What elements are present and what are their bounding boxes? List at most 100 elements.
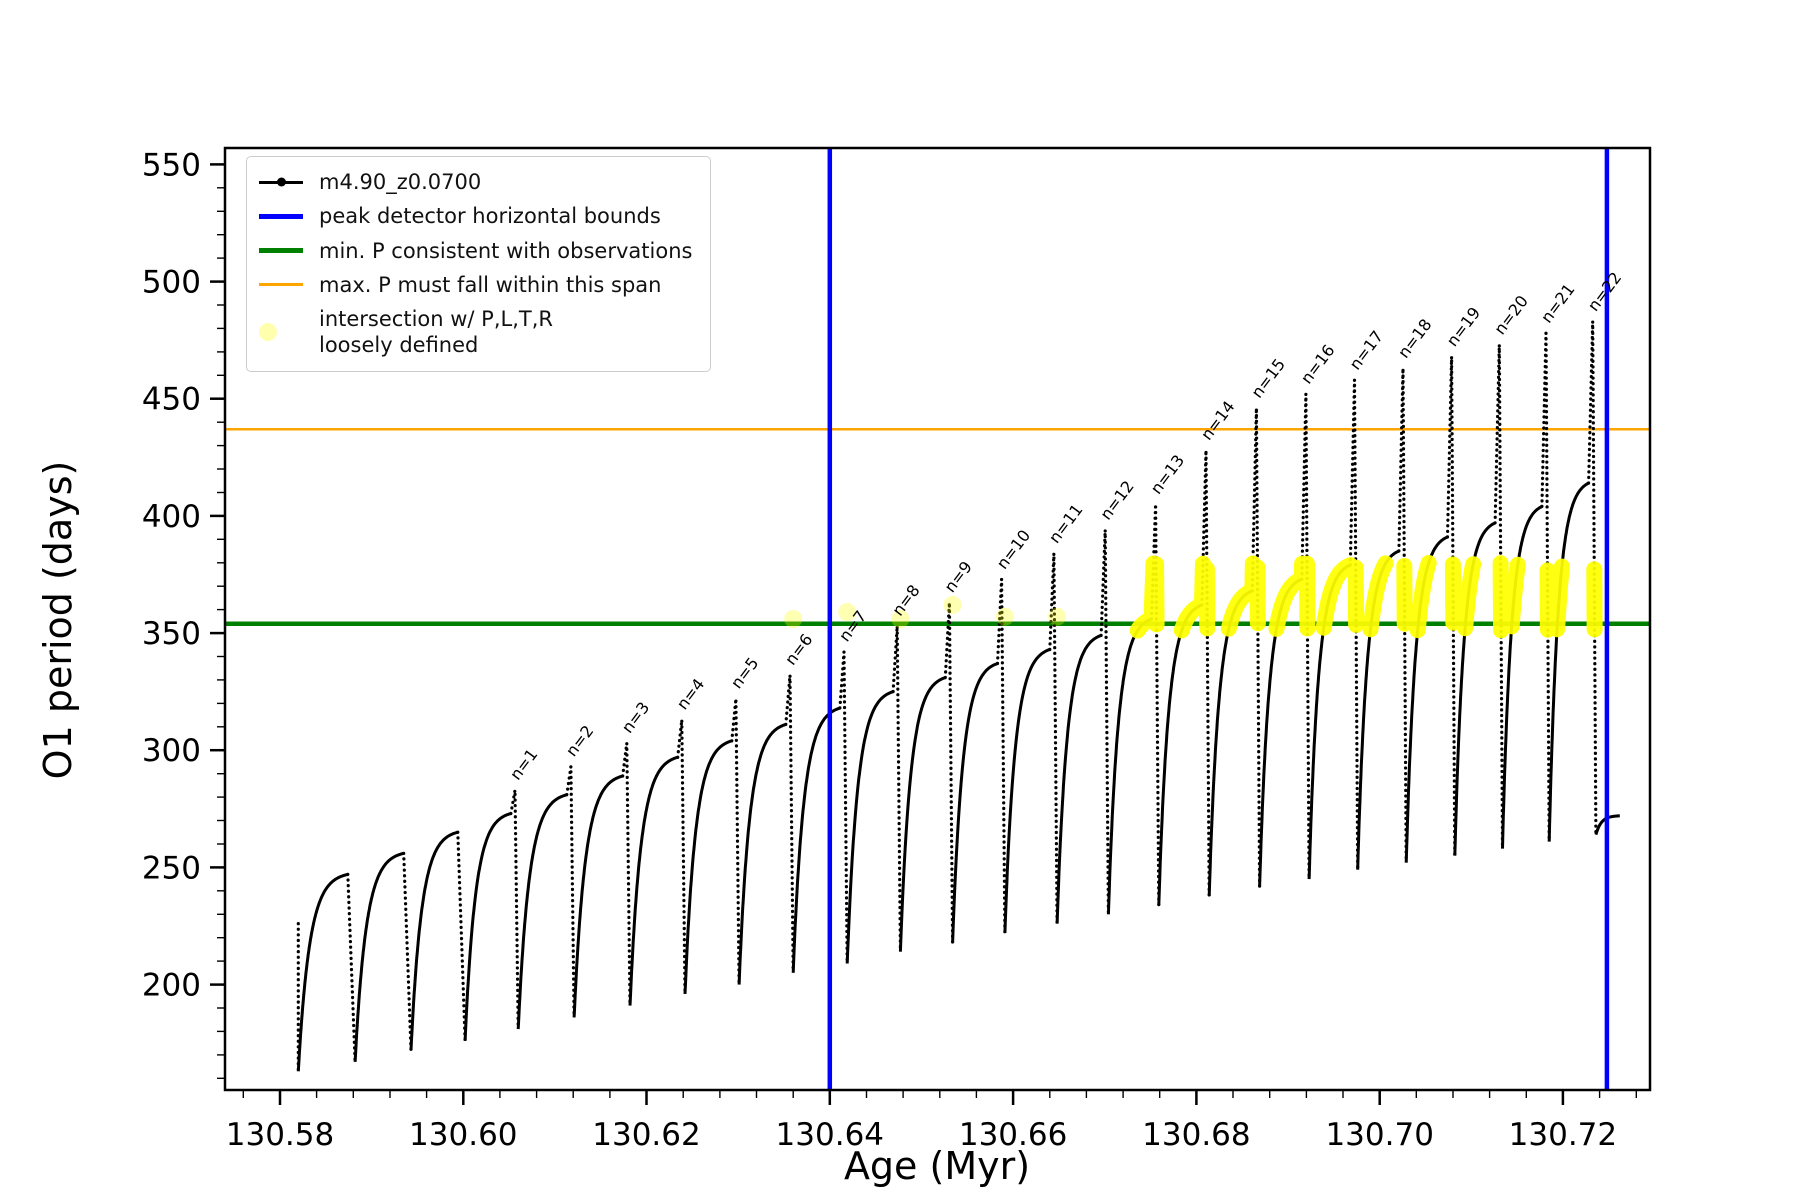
cycle-spike	[943, 602, 955, 944]
peak-label: n=9	[940, 558, 975, 596]
cycle-spike	[1587, 321, 1598, 837]
cycle-spike	[995, 579, 1007, 935]
cycle-spike	[676, 719, 687, 996]
cycle-arch	[1547, 481, 1590, 842]
cycle-spike	[891, 625, 902, 954]
peak-label: n=18	[1394, 315, 1436, 361]
cycle-arch	[409, 830, 459, 1051]
x-tick-label: 130.70	[1325, 1117, 1433, 1153]
legend-item-intersection: intersection w/ P,L,T,R loosely defined	[259, 306, 692, 359]
peak-label: n=15	[1247, 355, 1289, 401]
y-tick-label: 500	[142, 265, 201, 301]
legend-item-peak-bounds: peak detector horizontal bounds	[259, 203, 692, 229]
x-tick-label: 130.58	[226, 1117, 334, 1153]
peak-label: n=19	[1443, 304, 1485, 350]
legend-item-label: max. P must fall within this span	[319, 272, 662, 297]
x-tick-label: 130.62	[592, 1117, 700, 1153]
y-tick-label: 400	[142, 499, 201, 535]
cycle-arch	[1207, 589, 1254, 896]
cycle-spike	[1048, 553, 1059, 926]
y-tick-label: 300	[142, 733, 201, 769]
y-tick-label: 550	[142, 147, 201, 183]
cycle-arch	[737, 723, 787, 985]
peak-label: n=14	[1197, 397, 1239, 443]
x-tick-label: 130.64	[776, 1117, 884, 1153]
cycle-arch	[1003, 648, 1051, 934]
legend: m4.90_z0.0700 peak detector horizontal b…	[246, 156, 712, 372]
x-tick-label: 130.72	[1509, 1117, 1617, 1153]
legend-item-label: m4.90_z0.0700	[319, 170, 482, 194]
peak-label: n=21	[1537, 280, 1579, 326]
pulse-curve	[296, 321, 1621, 1073]
cycle-arch	[951, 662, 999, 943]
x-axis-label: Age (Myr)	[843, 1144, 1031, 1188]
plot-frame	[223, 146, 1652, 1092]
cycle-spike	[621, 743, 632, 1008]
peak-label: n=20	[1490, 292, 1532, 338]
cycle-spike	[1397, 368, 1408, 865]
cycle-arch	[353, 851, 405, 1062]
blue-line-marker-icon	[259, 213, 307, 219]
peak-label: n=22	[1584, 268, 1626, 314]
peak-label: n=12	[1096, 477, 1138, 523]
peak-label: n=11	[1045, 500, 1087, 546]
cycle-spike	[402, 851, 413, 1052]
peak-label: n=4	[673, 675, 708, 713]
cycle-spike	[346, 872, 357, 1064]
cycle-arch	[898, 676, 947, 952]
cycle-arch	[791, 706, 841, 973]
cycle-arch	[296, 872, 349, 1072]
y-tick-label: 250	[142, 850, 201, 886]
cycle-spike	[838, 651, 849, 966]
cycle-spike	[1348, 379, 1360, 872]
peak-label: n=13	[1147, 451, 1189, 497]
cycle-spike	[509, 789, 520, 1031]
cycle-arch	[683, 739, 733, 994]
cycle-spike	[784, 675, 795, 975]
green-line-marker-icon	[259, 248, 307, 254]
cycle-arch	[1106, 617, 1153, 915]
cycle-arch	[628, 755, 679, 1006]
peak-label: n=2	[562, 722, 597, 760]
x-tick-label: 130.60	[409, 1117, 517, 1153]
cycle-spike	[1200, 450, 1211, 898]
cycle-arch	[516, 793, 568, 1030]
cycle-arch	[1453, 521, 1497, 856]
intersection-markers	[1129, 555, 1603, 639]
cycle-spike	[1493, 344, 1505, 851]
cycle-arch	[1157, 603, 1203, 905]
legend-item-label: intersection w/ P,L,T,R loosely defined	[319, 307, 553, 358]
y-tick-label: 350	[142, 616, 201, 652]
line-dot-marker-icon	[259, 177, 307, 187]
peak-label: n=16	[1297, 341, 1339, 387]
cycle-spike	[456, 830, 467, 1043]
cycle-arch	[845, 690, 894, 964]
y-tick-label: 200	[142, 968, 201, 1004]
x-tick-label: 130.66	[959, 1117, 1067, 1153]
x-tick-label: 130.68	[1142, 1117, 1250, 1153]
cycle-spike	[1300, 393, 1311, 881]
peak-label: n=3	[618, 698, 653, 736]
legend-item-label: peak detector horizontal bounds	[319, 204, 661, 229]
peak-label: n=1	[506, 745, 541, 783]
cycle-arch	[1055, 634, 1103, 924]
legend-item-label: min. P consistent with observations	[319, 238, 693, 263]
cycle-spike	[1250, 408, 1262, 888]
y-axis-label: O1 period (days)	[36, 460, 80, 780]
cycle-spike	[730, 698, 741, 987]
cycle-spike	[1445, 356, 1457, 858]
legend-item-min-period: min. P consistent with observations	[259, 238, 692, 264]
legend-item-max-period: max. P must fall within this span	[259, 272, 692, 298]
peak-label: n=10	[993, 526, 1035, 572]
y-tick-label: 450	[142, 382, 201, 418]
legend-item-series: m4.90_z0.0700	[259, 169, 692, 195]
cycle-spike	[1099, 529, 1110, 916]
peak-label: n=17	[1346, 327, 1388, 373]
orange-line-marker-icon	[259, 283, 307, 287]
yellow-dot-marker-icon	[259, 323, 307, 342]
cycle-spike	[565, 766, 576, 1019]
peak-label: n=5	[727, 654, 762, 692]
cycle-arch	[463, 812, 512, 1041]
